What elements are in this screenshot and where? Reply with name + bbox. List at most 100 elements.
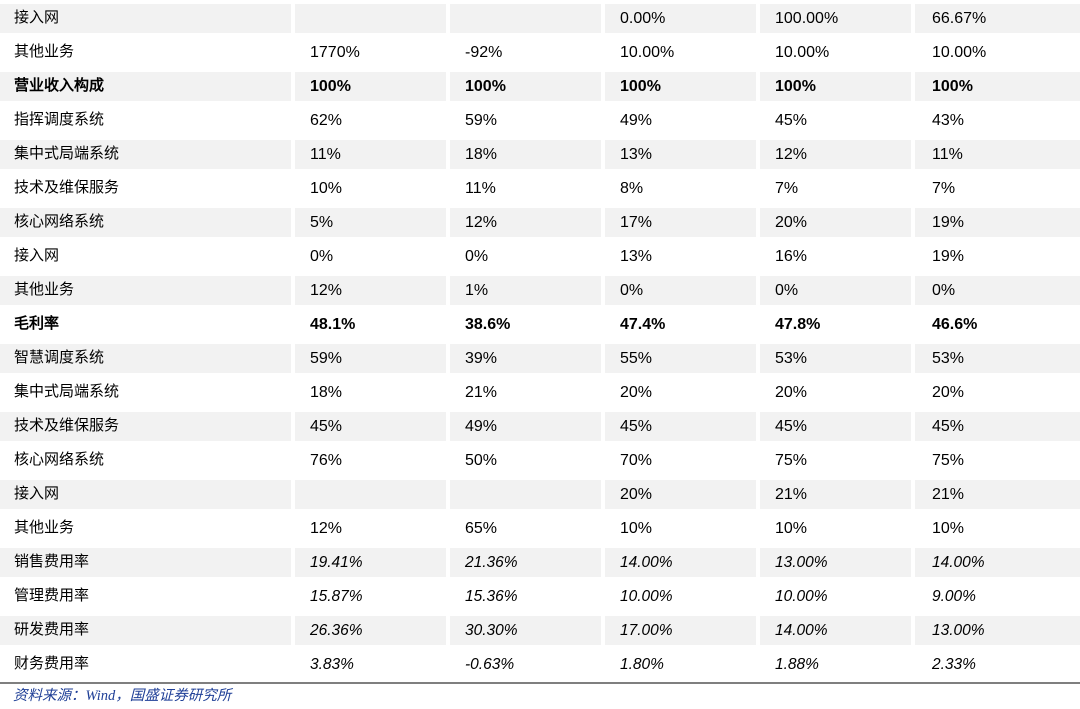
table-row: 集中式局端系统 11% 18% 13% 12% 11% [0, 138, 1080, 172]
row-label: 其他业务 [0, 514, 295, 543]
value-cell-3: 17.00% [605, 616, 760, 645]
value-cell-3: 20% [605, 480, 760, 509]
value-cell-2: 30.30% [450, 616, 605, 645]
value-cell-2: 65% [450, 514, 605, 543]
value-cell-5: 43% [932, 112, 965, 129]
value-cell-3: 45% [605, 412, 760, 441]
value-cell-1: 11% [295, 140, 450, 169]
value-cell-2: 12% [450, 208, 605, 237]
table-row: 核心网络系统 5% 12% 17% 20% 19% [0, 206, 1080, 240]
table-row: 营业收入构成 100% 100% 100% 100% 100% [0, 70, 1080, 104]
value-cell-1: 5% [295, 208, 450, 237]
row-label: 核心网络系统 [0, 446, 295, 475]
value-cell-3: 10% [605, 514, 760, 543]
value-cell-1: 76% [295, 446, 450, 475]
value-cell-5: 19% [915, 208, 1080, 237]
value-cell-2: 59% [450, 106, 605, 135]
value-cell-5: 11% [915, 140, 1080, 169]
row-label: 营业收入构成 [0, 72, 295, 101]
value-cell-4: 13.00% [760, 548, 915, 577]
value-cell-4: 45% [760, 106, 915, 135]
table-row: 集中式局端系统 18% 21% 20% 20% 20% [0, 376, 1080, 410]
row-label: 研发费用率 [0, 616, 295, 645]
value-cell-3: 10.00% [605, 582, 760, 611]
row-label: 财务费用率 [0, 650, 295, 679]
value-cell-5: 100% [915, 72, 1080, 101]
row-label: 接入网 [0, 480, 295, 509]
value-cell-4: 20% [760, 208, 915, 237]
value-cell-5: 7% [932, 180, 956, 197]
value-cell-3: 20% [605, 378, 760, 407]
table-row: 销售费用率 19.41% 21.36% 14.00% 13.00% 14.00% [0, 546, 1080, 580]
value-cell-2: 38.6% [450, 310, 605, 339]
financial-ratio-table: 接入网 0.00% 100.00% 66.67% 其他业务 1770% -92%… [0, 2, 1080, 682]
value-cell-1: 62% [295, 106, 450, 135]
value-cell-4: 100.00% [760, 4, 915, 33]
value-cell-5: 2.33% [932, 656, 976, 673]
value-cell-2: 100% [450, 72, 605, 101]
value-cell-3: 14.00% [605, 548, 760, 577]
value-cell-3: 70% [605, 446, 760, 475]
value-cell-4: 7% [760, 174, 915, 203]
value-cell-5: 45% [915, 412, 1080, 441]
value-cell-3: 0% [605, 276, 760, 305]
value-cell-3: 47.4% [605, 310, 760, 339]
value-cell-1: 48.1% [295, 310, 450, 339]
value-cell-4: 20% [760, 378, 915, 407]
row-label: 集中式局端系统 [0, 140, 295, 169]
value-cell-3: 17% [605, 208, 760, 237]
table-row: 接入网 20% 21% 21% [0, 478, 1080, 512]
table-row: 其他业务 1770% -92% 10.00% 10.00% 10.00% [0, 36, 1080, 70]
value-cell-1: 59% [295, 344, 450, 373]
value-cell-4: 100% [760, 72, 915, 101]
value-cell-1 [295, 480, 450, 509]
value-cell-1: 12% [295, 514, 450, 543]
value-cell-1: 100% [295, 72, 450, 101]
value-cell-2: 11% [450, 174, 605, 203]
value-cell-2: 18% [450, 140, 605, 169]
value-cell-1: 12% [295, 276, 450, 305]
value-cell-2: 0% [450, 242, 605, 271]
value-cell-3: 8% [605, 174, 760, 203]
value-cell-5: 9.00% [932, 588, 976, 605]
value-cell-4: 21% [760, 480, 915, 509]
value-cell-5: 21% [915, 480, 1080, 509]
value-cell-5: 0% [915, 276, 1080, 305]
value-cell-1: 3.83% [295, 650, 450, 679]
value-cell-3: 10.00% [605, 38, 760, 67]
table-row: 技术及维保服务 10% 11% 8% 7% 7% [0, 172, 1080, 206]
table-row: 管理费用率 15.87% 15.36% 10.00% 10.00% 9.00% [0, 580, 1080, 614]
table-row: 技术及维保服务 45% 49% 45% 45% 45% [0, 410, 1080, 444]
value-cell-2: 49% [450, 412, 605, 441]
value-cell-5: 19% [932, 248, 965, 265]
table-row: 其他业务 12% 65% 10% 10% 10% [0, 512, 1080, 546]
value-cell-2 [450, 480, 605, 509]
table-row: 接入网 0% 0% 13% 16% 19% [0, 240, 1080, 274]
value-cell-4: 10.00% [760, 582, 915, 611]
row-label: 毛利率 [0, 310, 295, 339]
value-cell-4: 10% [760, 514, 915, 543]
value-cell-3: 100% [605, 72, 760, 101]
value-cell-4: 75% [760, 446, 915, 475]
value-cell-2: 21.36% [450, 548, 605, 577]
value-cell-2: -0.63% [450, 650, 605, 679]
value-cell-4: 14.00% [760, 616, 915, 645]
value-cell-1: 26.36% [295, 616, 450, 645]
row-label: 销售费用率 [0, 548, 295, 577]
row-label: 核心网络系统 [0, 208, 295, 237]
value-cell-1: 10% [295, 174, 450, 203]
value-cell-1: 15.87% [295, 582, 450, 611]
value-cell-2: 1% [450, 276, 605, 305]
value-cell-3: 13% [605, 242, 760, 271]
value-cell-2: 15.36% [450, 582, 605, 611]
value-cell-5: 10% [932, 520, 965, 537]
value-cell-4: 1.88% [760, 650, 915, 679]
value-cell-1 [295, 4, 450, 33]
row-label: 接入网 [0, 242, 295, 271]
table-bottom-rule [0, 682, 1080, 684]
value-cell-4: 47.8% [760, 310, 915, 339]
value-cell-1: 45% [295, 412, 450, 441]
value-cell-2 [450, 4, 605, 33]
value-cell-5: 10.00% [932, 44, 987, 61]
